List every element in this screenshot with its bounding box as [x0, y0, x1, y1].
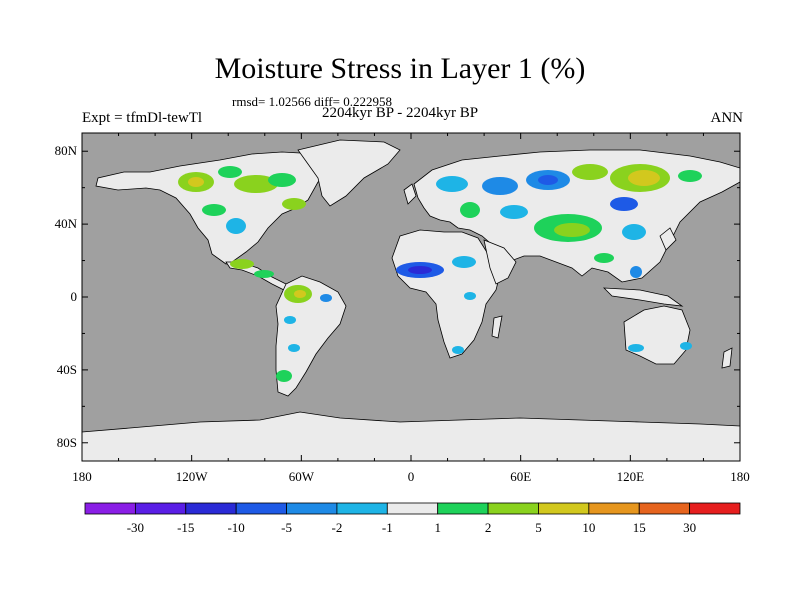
season-label: ANN [710, 110, 744, 126]
map-plot-area [82, 133, 740, 461]
colorbar-swatch [134, 502, 187, 515]
land-maritime-asia [602, 287, 684, 307]
anomaly-patches [178, 164, 702, 382]
anomaly-patch [482, 177, 518, 195]
anomaly-patch [188, 177, 204, 187]
land-south-america [275, 275, 347, 397]
anomaly-patch [678, 170, 702, 182]
lat-tick-label: 40N [55, 216, 78, 231]
land-madagascar [491, 315, 503, 339]
anomaly-patch [234, 175, 278, 193]
colorbar-swatch [689, 502, 741, 515]
colorbar-label: 10 [582, 520, 595, 535]
anomaly-patch [268, 173, 296, 187]
colorbar-label: -15 [177, 520, 194, 535]
anomaly-patch [572, 164, 608, 180]
anomaly-patch [628, 170, 660, 186]
anomaly-patch [680, 342, 692, 350]
colorbar-swatch [386, 502, 439, 515]
land-british-isles [403, 183, 417, 205]
colorbar-label: 30 [683, 520, 696, 535]
lon-tick-label: 120W [176, 469, 209, 484]
colorbar-swatch [336, 502, 388, 515]
map-title: Moisture Stress in Layer 1 (%) [214, 52, 586, 85]
colorbar-swatch [437, 502, 489, 515]
anomaly-patch [408, 266, 432, 274]
land-antarctica [82, 411, 740, 461]
colorbar-label: -2 [332, 520, 343, 535]
experiment-label: Expt = tfmDl-tewTl [82, 110, 203, 126]
lon-tick-label: 0 [408, 469, 415, 484]
colorbar-label: -30 [127, 520, 144, 535]
colorbar-swatch [538, 502, 590, 515]
colorbar-label: -1 [382, 520, 393, 535]
anomaly-patch [202, 204, 226, 216]
colorbar-swatch [588, 502, 640, 515]
land-arabia [483, 239, 517, 285]
colorbar-swatch [286, 502, 338, 515]
lat-tick-label: 80N [55, 143, 78, 158]
lat-tick-label: 80S [57, 435, 77, 450]
colorbar-label: 15 [633, 520, 646, 535]
anomaly-patch [230, 259, 254, 269]
anomaly-patch [460, 202, 480, 218]
anomaly-patch [554, 223, 590, 237]
anomaly-patch [464, 292, 476, 300]
lon-tick-label: 120E [617, 469, 645, 484]
colorbar-swatch [185, 502, 237, 515]
rmsd-diff-stats: rmsd= 1.02566 diff= 0.222958 [232, 94, 392, 109]
anomaly-patch [594, 253, 614, 263]
anomaly-patch [276, 370, 292, 382]
anomaly-patch [628, 344, 644, 352]
colorbar-label: -5 [281, 520, 292, 535]
colorbar-label: 1 [434, 520, 441, 535]
land-new-zealand [721, 347, 733, 369]
anomaly-patch [254, 270, 274, 278]
anomaly-patch [538, 175, 558, 185]
anomaly-patch [452, 346, 464, 354]
anomaly-patch [282, 198, 306, 210]
axis-ticks [81, 133, 741, 461]
colorbar-swatch [638, 502, 691, 515]
land-greenland [297, 139, 401, 207]
anomaly-patch [452, 256, 476, 268]
colorbar-label: 5 [535, 520, 542, 535]
lon-tick-label: 180 [72, 469, 92, 484]
anomaly-patch [630, 266, 642, 278]
lon-tick-label: 60W [289, 469, 315, 484]
time-period-label: 2204kyr BP - 2204kyr BP [322, 105, 479, 121]
anomaly-patch [284, 316, 296, 324]
land-japan [659, 227, 677, 251]
anomaly-patch [218, 166, 242, 178]
anomaly-patch [610, 197, 638, 211]
colorbar: -30 -15 -10 -5 -2 -1 1 2 5 10 15 30 [84, 502, 741, 535]
lat-tick-label: 0 [71, 289, 78, 304]
anomaly-patch [294, 290, 306, 298]
colorbar-swatch [487, 502, 539, 515]
anomaly-patch [226, 218, 246, 234]
axis-labels: 80N 40N 0 40S 80S 180 120W 60W 0 60E 120E 180 [55, 143, 750, 484]
colorbar-swatch [84, 502, 136, 515]
colorbar-label: 2 [485, 520, 492, 535]
anomaly-patch [500, 205, 528, 219]
lon-tick-label: 180 [730, 469, 750, 484]
anomaly-patch [320, 294, 332, 302]
anomaly-patch [436, 176, 468, 192]
colorbar-swatch [235, 502, 287, 515]
colorbar-label: -10 [227, 520, 244, 535]
lon-tick-label: 60E [510, 469, 531, 484]
anomaly-patch [288, 344, 300, 352]
anomaly-patch [622, 224, 646, 240]
lat-tick-label: 40S [57, 362, 77, 377]
